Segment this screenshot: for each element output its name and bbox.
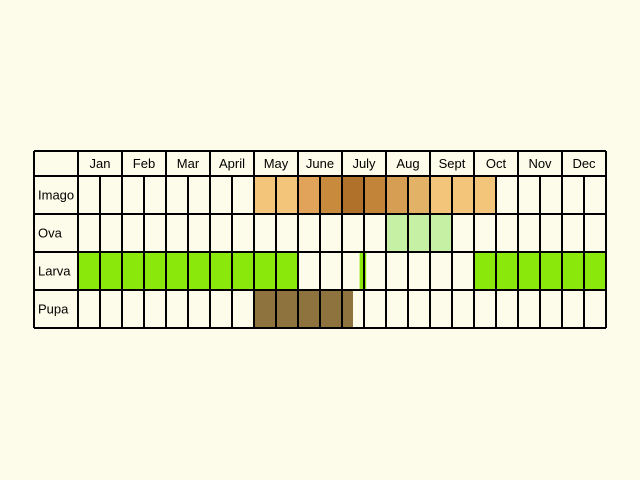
month-label-dec: Dec <box>572 156 596 171</box>
month-label-sept: Sept <box>439 156 466 171</box>
stage-fills <box>78 176 606 328</box>
month-label-mar: Mar <box>177 156 200 171</box>
stage-bar-larva-1 <box>359 252 367 290</box>
stage-bar-imago-6 <box>408 176 430 214</box>
stage-bar-imago-2 <box>320 176 342 214</box>
stage-bar-imago-5 <box>386 176 408 214</box>
month-label-june: June <box>306 156 334 171</box>
month-labels: Jan Feb Mar April May June July Aug Sept Oct Nov De… <box>90 156 597 171</box>
stage-bar-imago-4 <box>364 176 386 214</box>
grid-lines <box>33 150 607 329</box>
stage-bar-imago-7 <box>430 176 496 214</box>
month-label-jan: Jan <box>90 156 111 171</box>
month-label-july: July <box>352 156 376 171</box>
month-label-may: May <box>264 156 289 171</box>
stage-labels: Imago Ova Larva Pupa <box>38 188 74 317</box>
stage-bar-ova-0 <box>386 214 452 252</box>
stage-label-ova: Ova <box>38 226 63 241</box>
month-label-feb: Feb <box>133 156 155 171</box>
stage-label-pupa: Pupa <box>38 302 69 317</box>
month-label-aug: Aug <box>396 156 419 171</box>
stage-bar-pupa-0 <box>254 290 353 328</box>
stage-bar-imago-1 <box>298 176 320 214</box>
stage-label-imago: Imago <box>38 188 74 203</box>
stage-label-larva: Larva <box>38 264 71 279</box>
stage-bar-imago-3 <box>342 176 364 214</box>
month-label-april: April <box>219 156 245 171</box>
month-label-oct: Oct <box>486 156 507 171</box>
month-label-nov: Nov <box>528 156 552 171</box>
